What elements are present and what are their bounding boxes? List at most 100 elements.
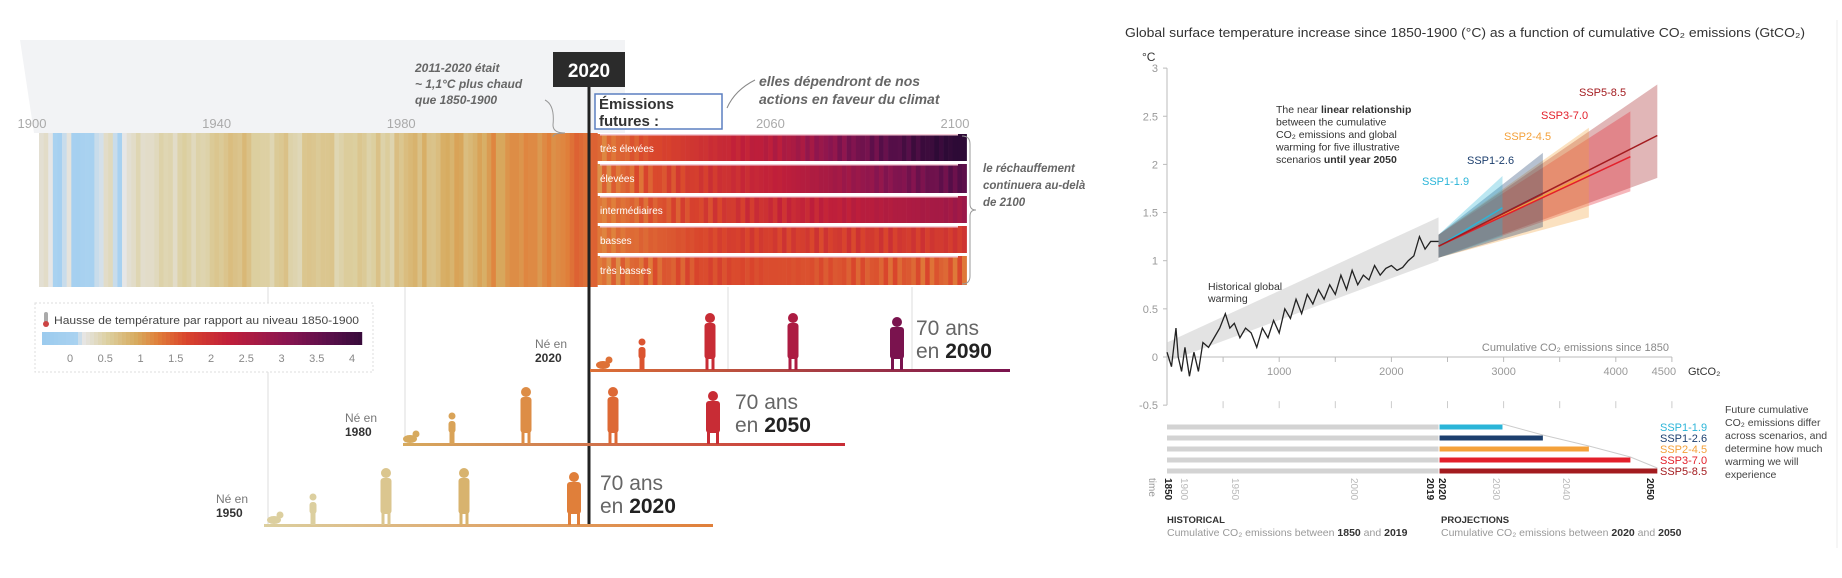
scenario-stripe xyxy=(611,256,617,285)
colorbar-cell xyxy=(338,332,343,345)
leg xyxy=(705,358,709,370)
scenario-stripe xyxy=(915,256,921,285)
scenario-stripe xyxy=(662,196,667,223)
future-emissions-line2: futures : xyxy=(599,113,659,130)
scenario-stripe xyxy=(795,196,801,223)
scenario-stripe xyxy=(929,196,935,223)
stripe-1957 xyxy=(302,133,307,287)
scenario-stripe xyxy=(648,134,654,161)
colorbar-tick: 3.5 xyxy=(309,353,324,365)
scenario-stripe xyxy=(809,196,815,223)
person-adult-icon xyxy=(704,313,716,370)
stripe-1959 xyxy=(311,133,317,287)
scenario-stripe xyxy=(634,196,640,223)
scenario-stripe xyxy=(694,134,700,161)
stripe-1987 xyxy=(440,133,446,287)
scenario-stripe xyxy=(888,164,894,193)
scenario-stripe xyxy=(782,134,787,161)
stripe-1975 xyxy=(385,133,391,287)
scenario-stripe xyxy=(938,134,944,161)
scenario-stripe xyxy=(772,134,778,161)
scenario-stripe xyxy=(703,164,709,193)
head xyxy=(521,387,531,397)
scenario-stripe xyxy=(745,226,750,253)
scenario-stripe xyxy=(602,134,607,161)
scenario-stripe xyxy=(731,164,737,193)
stripe-1925 xyxy=(154,133,160,287)
scenario-stripe xyxy=(906,164,912,193)
scenario-stripe xyxy=(855,256,861,285)
scenario-stripe xyxy=(929,164,935,193)
scenario-stripe xyxy=(874,164,880,193)
scenario-stripe xyxy=(671,256,677,285)
stripe-1966 xyxy=(343,133,349,287)
scenario-row-3 xyxy=(597,226,967,253)
body xyxy=(596,361,610,369)
colorbar-cell xyxy=(214,332,219,345)
scenario-stripe xyxy=(689,196,695,223)
stripe-1976 xyxy=(389,133,395,287)
scenario-stripe xyxy=(620,196,626,223)
scenario-stripe xyxy=(823,256,829,285)
scenario-stripe xyxy=(606,256,612,285)
scenario-stripe xyxy=(892,226,898,253)
scenario-stripe xyxy=(680,256,686,285)
scenario-stripe xyxy=(717,226,723,253)
leg xyxy=(465,513,469,525)
stripe-1970 xyxy=(362,133,367,287)
scenario-stripe xyxy=(782,196,787,223)
stripe-1904 xyxy=(57,133,63,287)
scenario-stripe xyxy=(611,226,617,253)
stripe-2017 xyxy=(578,133,584,287)
scenario-stripe xyxy=(846,164,852,193)
scenario-stripe xyxy=(689,134,695,161)
stripe-1938 xyxy=(214,133,220,287)
colorbar-cell xyxy=(90,332,95,345)
scenario-stripe xyxy=(685,226,690,253)
colorbar-cell xyxy=(206,332,211,345)
scenario-stripe xyxy=(795,226,801,253)
scenario-stripe xyxy=(671,226,677,253)
stripe-1995 xyxy=(477,133,483,287)
stripe-1917 xyxy=(117,133,123,287)
scenario-stripe xyxy=(634,226,640,253)
note-line: 2011-2020 était xyxy=(414,61,501,75)
colorbar-cell xyxy=(230,332,235,345)
scenario-stripe xyxy=(791,196,797,223)
colorbar-cell xyxy=(318,332,323,345)
colorbar-cell xyxy=(322,332,327,345)
stripe-1946 xyxy=(251,133,257,287)
scenario-stripe xyxy=(634,164,640,193)
scenario-stripe xyxy=(814,196,820,223)
age-year: 2020 xyxy=(629,495,676,518)
scenario-stripe xyxy=(938,256,944,285)
scenario-stripe xyxy=(611,134,617,161)
scenario-row-2 xyxy=(597,196,967,223)
scenario-stripe xyxy=(860,256,866,285)
scenario-stripe xyxy=(625,164,631,193)
colorbar-cell xyxy=(94,332,99,345)
scenario-stripe xyxy=(805,196,810,223)
note-line: continuera au-delà xyxy=(983,180,1086,192)
scenario-stripe xyxy=(925,164,930,193)
stripe-1911 xyxy=(89,133,95,287)
scenario-stripe xyxy=(809,256,815,285)
scenario-stripe xyxy=(694,164,700,193)
scenario-stripe xyxy=(851,196,857,223)
stripe-1994 xyxy=(472,133,478,287)
stripe-2005 xyxy=(523,133,529,287)
scenario-stripe xyxy=(731,134,737,161)
scenario-stripe xyxy=(855,196,861,223)
stripe-2013 xyxy=(560,133,566,287)
stripe-1942 xyxy=(232,133,238,287)
scenario-stripe xyxy=(814,256,820,285)
future-note-line2: actions en faveur du climat xyxy=(759,91,941,107)
stripe-1939 xyxy=(218,133,224,287)
colorbar-cell xyxy=(354,332,359,345)
scenario-stripe xyxy=(791,256,797,285)
scenario-stripe xyxy=(800,134,806,161)
colorbar-cell xyxy=(42,332,47,345)
scenario-stripe xyxy=(629,134,635,161)
